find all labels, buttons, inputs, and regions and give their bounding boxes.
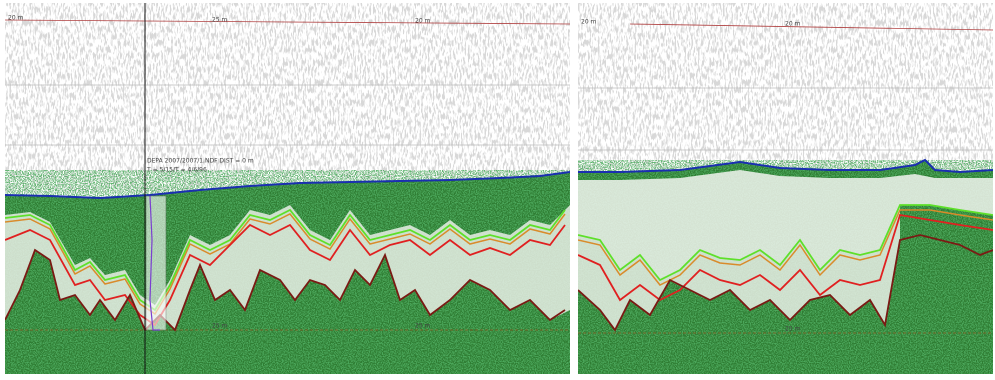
depth-label: 20 m <box>581 19 597 26</box>
depth-label: 25 m <box>785 326 801 333</box>
depth-label: 20 m <box>8 15 24 22</box>
depth-label: 25 m <box>212 323 228 330</box>
depth-label: 25 m <box>212 17 228 24</box>
depth-label: 25 m <box>415 323 431 330</box>
cursor-readout: T = 5/15/T = 4/6/96 <box>146 167 207 174</box>
depth-label: 20 m <box>415 18 431 25</box>
right-echogram <box>578 3 993 374</box>
cursor-readout: DEPA 2007/2007/1.NDF DIST = 0 m <box>147 158 254 165</box>
depth-label: 20 m <box>785 21 801 28</box>
left-echogram <box>5 3 570 374</box>
